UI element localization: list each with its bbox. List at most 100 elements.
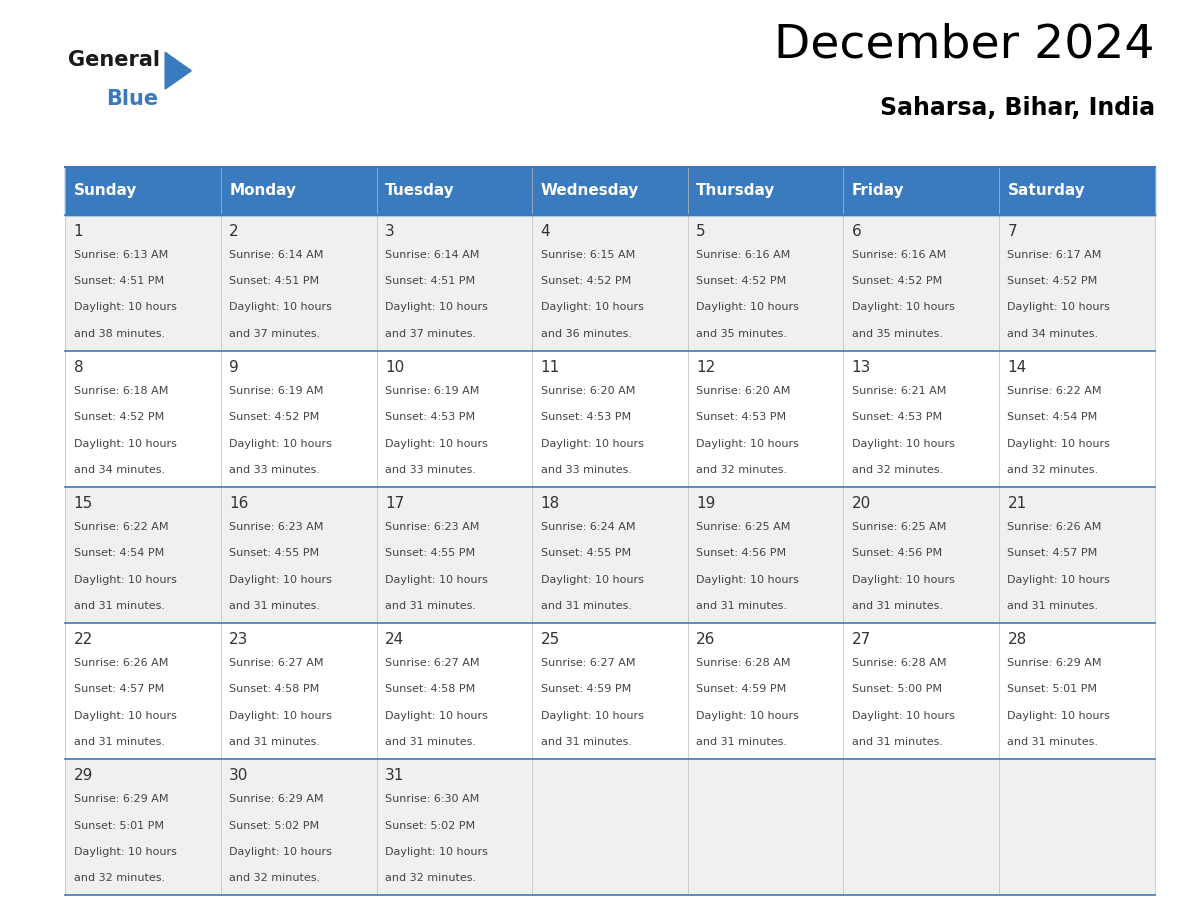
Text: 29: 29 [74, 768, 93, 783]
Text: Sunrise: 6:14 AM: Sunrise: 6:14 AM [385, 251, 479, 260]
Text: Daylight: 10 hours: Daylight: 10 hours [852, 303, 955, 312]
Text: Daylight: 10 hours: Daylight: 10 hours [696, 439, 800, 449]
Text: and 31 minutes.: and 31 minutes. [229, 600, 321, 610]
Text: Sunset: 4:52 PM: Sunset: 4:52 PM [74, 412, 164, 422]
Bar [377, 215, 532, 351]
Bar [377, 623, 532, 759]
Text: 19: 19 [696, 496, 715, 511]
Text: Sunrise: 6:23 AM: Sunrise: 6:23 AM [229, 522, 323, 532]
Text: 22: 22 [74, 633, 93, 647]
Bar [843, 487, 999, 623]
Text: Sunrise: 6:18 AM: Sunrise: 6:18 AM [74, 386, 168, 397]
Text: 31: 31 [385, 768, 404, 783]
Text: Daylight: 10 hours: Daylight: 10 hours [1007, 575, 1111, 585]
Bar [999, 759, 1155, 895]
Text: Daylight: 10 hours: Daylight: 10 hours [74, 846, 177, 856]
Text: and 31 minutes.: and 31 minutes. [74, 600, 165, 610]
Text: Sunrise: 6:26 AM: Sunrise: 6:26 AM [1007, 522, 1101, 532]
Text: and 34 minutes.: and 34 minutes. [1007, 329, 1099, 339]
Bar [532, 167, 688, 215]
Text: Sunrise: 6:27 AM: Sunrise: 6:27 AM [385, 658, 480, 668]
Text: 16: 16 [229, 496, 248, 511]
Text: Sunrise: 6:22 AM: Sunrise: 6:22 AM [74, 522, 169, 532]
Text: and 34 minutes.: and 34 minutes. [74, 465, 165, 475]
Bar [843, 759, 999, 895]
Text: Sunrise: 6:27 AM: Sunrise: 6:27 AM [541, 658, 636, 668]
Text: Saturday: Saturday [1007, 184, 1085, 198]
Text: and 31 minutes.: and 31 minutes. [696, 737, 788, 746]
Text: Sunrise: 6:23 AM: Sunrise: 6:23 AM [385, 522, 479, 532]
Text: Daylight: 10 hours: Daylight: 10 hours [385, 846, 488, 856]
Text: Sunset: 4:51 PM: Sunset: 4:51 PM [229, 276, 320, 286]
Text: Sunset: 4:57 PM: Sunset: 4:57 PM [74, 685, 164, 694]
Bar [65, 487, 221, 623]
Text: 11: 11 [541, 360, 560, 375]
Text: and 31 minutes.: and 31 minutes. [541, 737, 632, 746]
Text: Sunrise: 6:28 AM: Sunrise: 6:28 AM [852, 658, 947, 668]
Text: Sunset: 4:55 PM: Sunset: 4:55 PM [385, 548, 475, 558]
Text: Sunset: 4:56 PM: Sunset: 4:56 PM [852, 548, 942, 558]
Text: Daylight: 10 hours: Daylight: 10 hours [541, 303, 644, 312]
Bar [221, 167, 377, 215]
Bar [999, 623, 1155, 759]
Text: and 32 minutes.: and 32 minutes. [385, 873, 476, 883]
Text: and 32 minutes.: and 32 minutes. [696, 465, 788, 475]
Text: Daylight: 10 hours: Daylight: 10 hours [852, 711, 955, 721]
Text: Sunrise: 6:29 AM: Sunrise: 6:29 AM [1007, 658, 1102, 668]
Text: Daylight: 10 hours: Daylight: 10 hours [229, 575, 333, 585]
Bar [843, 215, 999, 351]
Text: and 31 minutes.: and 31 minutes. [74, 737, 165, 746]
Text: 18: 18 [541, 496, 560, 511]
Text: 4: 4 [541, 224, 550, 239]
Text: Sunrise: 6:19 AM: Sunrise: 6:19 AM [385, 386, 479, 397]
Text: Sunrise: 6:29 AM: Sunrise: 6:29 AM [229, 794, 324, 804]
Text: Sunset: 4:57 PM: Sunset: 4:57 PM [1007, 548, 1098, 558]
Text: Blue: Blue [106, 89, 158, 109]
Text: Sunrise: 6:27 AM: Sunrise: 6:27 AM [229, 658, 324, 668]
Text: 10: 10 [385, 360, 404, 375]
Bar [532, 215, 688, 351]
Bar [843, 167, 999, 215]
Bar [221, 351, 377, 487]
Text: Sunset: 4:55 PM: Sunset: 4:55 PM [541, 548, 631, 558]
Text: Daylight: 10 hours: Daylight: 10 hours [1007, 303, 1111, 312]
Text: Daylight: 10 hours: Daylight: 10 hours [852, 575, 955, 585]
Text: Sunset: 4:55 PM: Sunset: 4:55 PM [229, 548, 320, 558]
Text: Thursday: Thursday [696, 184, 776, 198]
Bar [532, 623, 688, 759]
Text: and 31 minutes.: and 31 minutes. [852, 600, 943, 610]
Bar [688, 759, 843, 895]
Text: Sunset: 4:52 PM: Sunset: 4:52 PM [696, 276, 786, 286]
Text: Sunset: 4:52 PM: Sunset: 4:52 PM [852, 276, 942, 286]
Text: Sunrise: 6:25 AM: Sunrise: 6:25 AM [852, 522, 946, 532]
Text: Daylight: 10 hours: Daylight: 10 hours [74, 575, 177, 585]
Text: Sunset: 4:53 PM: Sunset: 4:53 PM [385, 412, 475, 422]
Text: Daylight: 10 hours: Daylight: 10 hours [385, 575, 488, 585]
Text: Sunrise: 6:29 AM: Sunrise: 6:29 AM [74, 794, 169, 804]
Text: Sunset: 4:52 PM: Sunset: 4:52 PM [229, 412, 320, 422]
Text: December 2024: December 2024 [775, 23, 1155, 68]
Text: Sunset: 4:53 PM: Sunset: 4:53 PM [541, 412, 631, 422]
Text: and 31 minutes.: and 31 minutes. [1007, 600, 1099, 610]
Text: Sunset: 4:51 PM: Sunset: 4:51 PM [74, 276, 164, 286]
Text: Sunset: 4:58 PM: Sunset: 4:58 PM [385, 685, 475, 694]
Bar [377, 759, 532, 895]
Text: 26: 26 [696, 633, 715, 647]
Text: Friday: Friday [852, 184, 904, 198]
Bar [688, 623, 843, 759]
Text: Daylight: 10 hours: Daylight: 10 hours [696, 303, 800, 312]
Text: Saharsa, Bihar, India: Saharsa, Bihar, India [879, 96, 1155, 120]
Text: 15: 15 [74, 496, 93, 511]
Bar [688, 351, 843, 487]
Text: and 31 minutes.: and 31 minutes. [852, 737, 943, 746]
Polygon shape [165, 52, 191, 89]
Text: Sunset: 4:54 PM: Sunset: 4:54 PM [1007, 412, 1098, 422]
Bar [65, 623, 221, 759]
Bar [999, 351, 1155, 487]
Bar [532, 759, 688, 895]
Text: and 31 minutes.: and 31 minutes. [1007, 737, 1099, 746]
Text: Daylight: 10 hours: Daylight: 10 hours [1007, 439, 1111, 449]
Bar [999, 167, 1155, 215]
Text: Sunday: Sunday [74, 184, 137, 198]
Text: 25: 25 [541, 633, 560, 647]
